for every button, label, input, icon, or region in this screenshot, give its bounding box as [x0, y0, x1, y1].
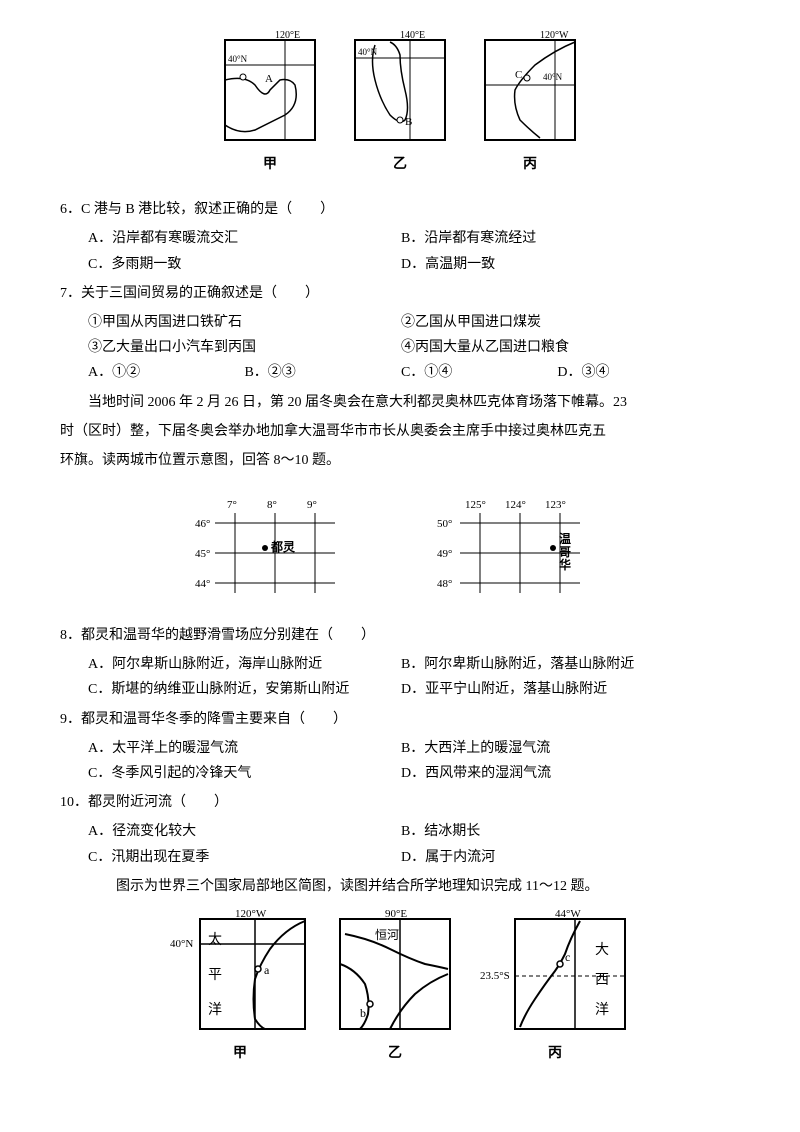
grid-row: 7° 8° 9° 46° 45° 44° 都灵 125° 124° 123° 5… — [60, 483, 740, 603]
svg-text:125°: 125° — [465, 499, 486, 511]
map-jia-svg: 120°E 40°N A — [215, 30, 325, 150]
q7-s1: ①甲国从丙国进口铁矿石 — [88, 310, 401, 335]
turin-grid: 7° 8° 9° 46° 45° 44° 都灵 — [195, 483, 355, 603]
q9-d: D．西风带来的湿润气流 — [401, 761, 714, 786]
q8-a: A．阿尔卑斯山脉附近，海岸山脉附近 — [88, 652, 401, 677]
svg-text:华: 华 — [559, 557, 571, 572]
q10-b: B．结冰期长 — [401, 819, 714, 844]
svg-text:洋: 洋 — [595, 1002, 609, 1018]
q8-c: C．斯堪的纳维亚山脉附近，安第斯山附近 — [88, 677, 401, 702]
svg-text:温: 温 — [559, 532, 571, 546]
svg-text:太: 太 — [208, 932, 222, 948]
svg-text:44°W: 44°W — [555, 909, 581, 920]
svg-text:都灵: 都灵 — [270, 539, 296, 554]
q6-b: B．沿岸都有寒流经过 — [401, 226, 714, 251]
map-yi-svg: 140°E 40°N B — [345, 30, 455, 150]
q9-b: B．大西洋上的暖湿气流 — [401, 736, 714, 761]
q7-c: C．①④ — [401, 360, 557, 385]
svg-text:120°E: 120°E — [275, 30, 300, 41]
svg-text:哥: 哥 — [559, 545, 571, 559]
q6-d: D．高温期一致 — [401, 252, 714, 277]
map-bing: 120°W 40°N C 丙 — [475, 30, 585, 177]
svg-text:8°: 8° — [267, 499, 277, 511]
q10-c: C．汛期出现在夏季 — [88, 845, 401, 870]
svg-text:C: C — [515, 69, 522, 81]
svg-text:平: 平 — [208, 968, 222, 983]
svg-text:40°N: 40°N — [228, 54, 248, 64]
svg-text:140°E: 140°E — [400, 30, 425, 41]
q8-d: D．亚平宁山附近，落基山脉附近 — [401, 677, 714, 702]
bmap-jia-svg: 120°W 40°N a 太 平 洋 — [170, 909, 310, 1039]
svg-text:44°: 44° — [195, 578, 210, 590]
q6-stem: 6．C 港与 B 港比较，叙述正确的是（ ） — [60, 197, 740, 222]
map-yi-label: 乙 — [393, 152, 407, 177]
svg-text:a: a — [264, 963, 270, 977]
bmap-jia-label: 甲 — [233, 1041, 247, 1066]
svg-text:40°N: 40°N — [170, 938, 193, 950]
svg-text:120°W: 120°W — [235, 909, 267, 920]
svg-text:B: B — [405, 116, 412, 128]
bmap-yi-label: 乙 — [388, 1041, 402, 1066]
passage1-l3: 环旗。读两城市位置示意图，回答 8～10 题。 — [60, 448, 740, 473]
q8-stem: 8．都灵和温哥华的越野滑雪场应分别建在（ ） — [60, 623, 740, 648]
passage1-l1: 当地时间 2006 年 2 月 26 日，第 20 届冬奥会在意大利都灵奥林匹克… — [60, 390, 740, 415]
bmap-bing-label: 丙 — [548, 1041, 562, 1066]
bottom-map-row: 120°W 40°N a 太 平 洋 甲 90°E 恒河 b 乙 — [60, 909, 740, 1066]
bmap-jia: 120°W 40°N a 太 平 洋 甲 — [170, 909, 310, 1066]
svg-text:9°: 9° — [307, 499, 317, 511]
svg-text:c: c — [565, 950, 570, 964]
q7-a: A．①② — [88, 360, 244, 385]
svg-text:恒河: 恒河 — [375, 928, 399, 942]
bmap-bing: 44°W 23.5°S c 大 西 洋 丙 — [480, 909, 630, 1066]
bmap-yi: 90°E 恒河 b 乙 — [330, 909, 460, 1066]
map-bing-label: 丙 — [523, 152, 537, 177]
vancouver-grid: 125° 124° 123° 50° 49° 48° 温 哥 华 — [435, 483, 605, 603]
map-yi: 140°E 40°N B 乙 — [345, 30, 455, 177]
q7-stem: 7．关于三国间贸易的正确叙述是（ ） — [60, 281, 740, 306]
q7-s4: ④丙国大量从乙国进口粮食 — [401, 335, 714, 360]
svg-text:西: 西 — [595, 973, 609, 988]
svg-text:123°: 123° — [545, 499, 566, 511]
svg-text:40°N: 40°N — [543, 72, 563, 82]
q6-c: C．多雨期一致 — [88, 252, 401, 277]
svg-text:46°: 46° — [195, 518, 210, 530]
map-bing-svg: 120°W 40°N C — [475, 30, 585, 150]
svg-text:50°: 50° — [437, 518, 452, 530]
svg-text:洋: 洋 — [208, 1002, 222, 1018]
q7-b: B．②③ — [244, 360, 400, 385]
svg-text:49°: 49° — [437, 548, 452, 560]
q7-d: D．③④ — [557, 360, 713, 385]
q8-b: B．阿尔卑斯山脉附近，落基山脉附近 — [401, 652, 714, 677]
q10-stem: 10．都灵附近河流（ ） — [60, 790, 740, 815]
map-jia-label: 甲 — [263, 152, 277, 177]
svg-text:45°: 45° — [195, 548, 210, 560]
q7-s3: ③乙大量出口小汽车到丙国 — [88, 335, 401, 360]
q6-a: A．沿岸都有寒暖流交汇 — [88, 226, 401, 251]
svg-text:124°: 124° — [505, 499, 526, 511]
svg-text:23.5°S: 23.5°S — [480, 970, 510, 982]
map-jia: 120°E 40°N A 甲 — [215, 30, 325, 177]
svg-text:A: A — [265, 73, 273, 85]
passage2: 图示为世界三个国家局部地区简图，读图并结合所学地理知识完成 11～12 题。 — [116, 874, 740, 899]
bmap-yi-svg: 90°E 恒河 b — [330, 909, 460, 1039]
q9-a: A．太平洋上的暖湿气流 — [88, 736, 401, 761]
passage1-l2: 时（区时）整，下届冬奥会举办地加拿大温哥华市市长从奥委会主席手中接过奥林匹克五 — [60, 419, 740, 444]
svg-text:120°W: 120°W — [540, 30, 569, 41]
bmap-bing-svg: 44°W 23.5°S c 大 西 洋 — [480, 909, 630, 1039]
q10-a: A．径流变化较大 — [88, 819, 401, 844]
q9-stem: 9．都灵和温哥华冬季的降雪主要来自（ ） — [60, 707, 740, 732]
svg-text:48°: 48° — [437, 578, 452, 590]
q10-d: D．属于内流河 — [401, 845, 714, 870]
q7-s2: ②乙国从甲国进口煤炭 — [401, 310, 714, 335]
svg-text:7°: 7° — [227, 499, 237, 511]
top-map-row: 120°E 40°N A 甲 140°E 40°N B 乙 120°W 40°N — [60, 30, 740, 177]
svg-text:大: 大 — [595, 942, 609, 958]
svg-text:b: b — [360, 1006, 366, 1020]
svg-text:90°E: 90°E — [385, 909, 407, 920]
q9-c: C．冬季风引起的冷锋天气 — [88, 761, 401, 786]
